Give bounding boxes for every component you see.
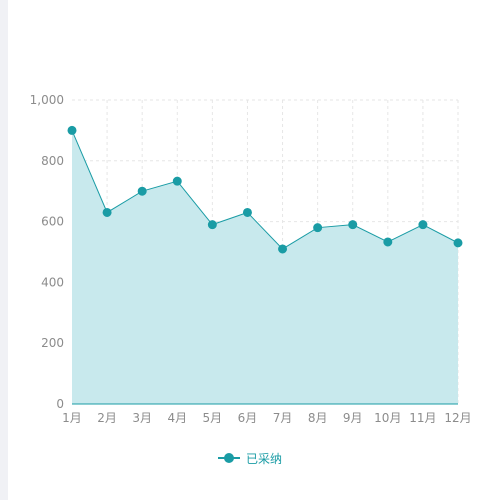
data-point[interactable] (278, 244, 288, 254)
data-point[interactable] (207, 220, 217, 230)
x-tick-label: 5月 (203, 411, 223, 425)
x-tick-label: 2月 (97, 411, 117, 425)
x-tick-label: 10月 (374, 411, 401, 425)
data-point[interactable] (137, 186, 147, 196)
page-left-strip (0, 0, 8, 500)
y-tick-label: 200 (41, 336, 64, 350)
data-points[interactable] (67, 125, 463, 254)
data-point[interactable] (453, 238, 463, 248)
x-tick-label: 12月 (444, 411, 471, 425)
chart-legend: 已采纳 (0, 448, 500, 468)
legend-item-series[interactable]: 已采纳 (217, 450, 282, 467)
area-series (71, 130, 459, 404)
y-tick-label: 1,000 (30, 93, 64, 107)
series-line (71, 130, 459, 250)
data-point[interactable] (102, 207, 112, 217)
data-point[interactable] (313, 223, 323, 233)
legend-label: 已采纳 (245, 451, 282, 466)
legend-marker-icon (217, 452, 240, 464)
x-tick-label: 11月 (409, 411, 436, 425)
axes: 0 200 400 600 800 1,000 1月 2月 3月 4月 5月 6月 7月 8月 9月 10月 1… (30, 93, 472, 425)
y-tick-label: 800 (41, 154, 64, 168)
x-tick-label: 6月 (238, 411, 258, 425)
data-point[interactable] (172, 176, 182, 186)
x-tick-label: 1月 (62, 411, 82, 425)
x-tick-label: 4月 (167, 411, 187, 425)
x-tick-label: 8月 (308, 411, 328, 425)
y-tick-label: 400 (41, 275, 64, 289)
x-tick-label: 3月 (132, 411, 152, 425)
x-tick-label: 7月 (273, 411, 293, 425)
data-point[interactable] (418, 220, 428, 230)
series-area-fill (72, 130, 458, 404)
y-tick-label: 600 (41, 215, 64, 229)
data-point[interactable] (67, 125, 77, 135)
y-tick-label: 0 (56, 397, 64, 411)
x-tick-label: 9月 (343, 411, 363, 425)
data-point[interactable] (383, 237, 393, 247)
data-point[interactable] (242, 207, 252, 217)
data-point[interactable] (348, 220, 358, 230)
